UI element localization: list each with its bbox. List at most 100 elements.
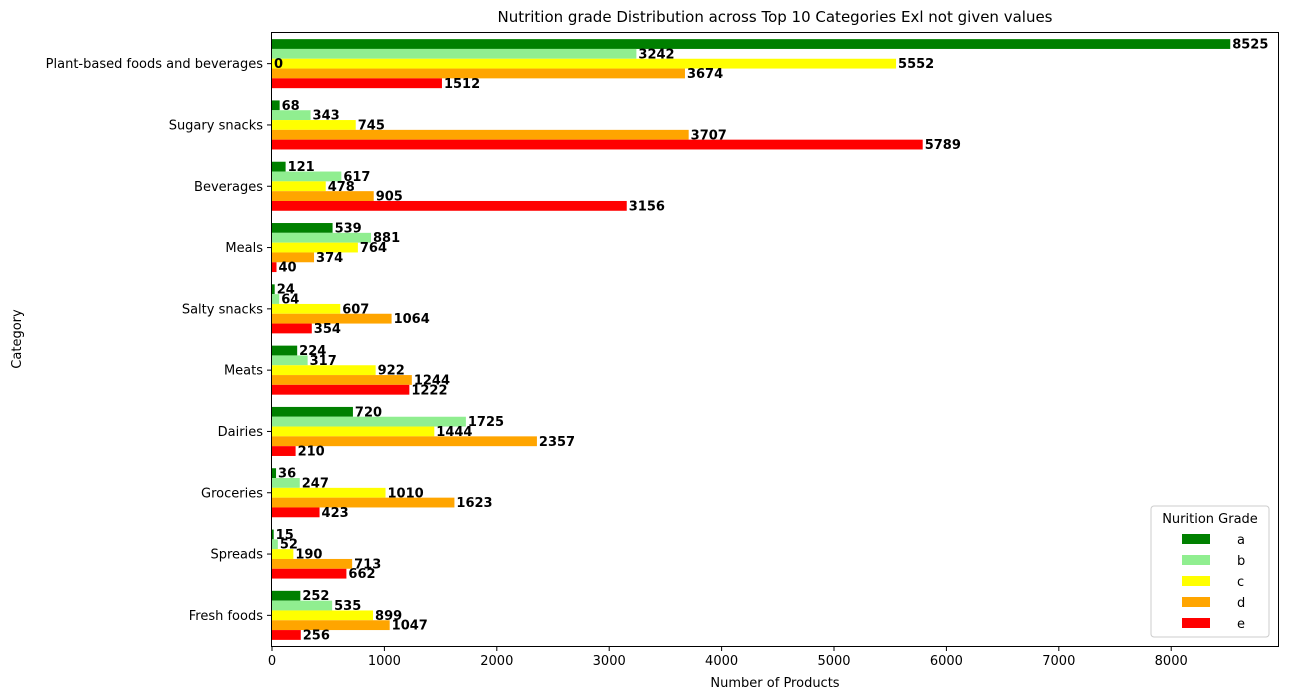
data-label-plant-based-foods-and-beverages-b: 3242 bbox=[638, 47, 674, 62]
data-label-fresh-foods-b: 535 bbox=[334, 599, 361, 614]
bar-sugary-snacks-b bbox=[272, 110, 311, 121]
y-axis-ticks: Plant-based foods and beverages Sugary sn… bbox=[46, 57, 272, 624]
bar-plant-based-foods-and-beverages-a bbox=[272, 39, 1231, 49]
bar-dairies-c bbox=[272, 426, 435, 437]
bar-meats-b bbox=[272, 355, 308, 366]
data-label-spreads-e: 662 bbox=[348, 567, 375, 582]
data-label-fresh-foods-a: 252 bbox=[302, 589, 329, 604]
data-label-spreads-a: 15 bbox=[276, 528, 294, 543]
x-tick-label-7000: 7000 bbox=[1042, 654, 1075, 669]
data-label-salty-snacks-a: 24 bbox=[277, 283, 295, 298]
bar-fresh-foods-b bbox=[272, 600, 333, 611]
data-label-beverages-c: 478 bbox=[328, 180, 355, 195]
bar-plant-based-foods-and-beverages-e bbox=[272, 78, 442, 89]
bars-group: 8525 3242 5552 3674 1512 68 343 745 3707 5789 121 6… bbox=[272, 38, 1268, 643]
bar-spreads-b bbox=[272, 539, 278, 550]
data-label-sugary-snacks-a: 68 bbox=[282, 99, 300, 114]
chart-title: Nutrition grade Distribution across Top … bbox=[497, 8, 1052, 26]
x-tick-label-5000: 5000 bbox=[817, 654, 850, 669]
legend-swatch-c bbox=[1182, 576, 1210, 586]
legend-label-d: d bbox=[1237, 596, 1245, 611]
bar-salty-snacks-e bbox=[272, 323, 312, 334]
data-label-meats-a: 224 bbox=[299, 344, 326, 359]
data-label-meals-e: 40 bbox=[278, 261, 296, 276]
y-tick-label-meals: Meals bbox=[225, 241, 263, 256]
legend-swatch-b bbox=[1182, 555, 1210, 565]
bar-spreads-e bbox=[272, 568, 347, 579]
bar-meats-a bbox=[272, 345, 298, 356]
data-label-groceries-b: 247 bbox=[302, 476, 329, 491]
y-tick-label-spreads: Spreads bbox=[210, 548, 263, 563]
bar-meals-a bbox=[272, 223, 333, 233]
data-label-salty-snacks-d: 1064 bbox=[394, 312, 430, 327]
bar-dairies-b bbox=[272, 416, 466, 427]
data-label-meats-d: 1244 bbox=[414, 373, 450, 388]
bar-plant-based-foods-and-beverages-b bbox=[272, 48, 637, 59]
legend-label-c: c bbox=[1237, 575, 1244, 590]
data-label-plant-based-foods-and-beverages-e: 1512 bbox=[444, 77, 480, 92]
bar-beverages-a bbox=[272, 161, 286, 172]
bar-meats-e bbox=[272, 384, 410, 395]
y-tick-label-beverages: Beverages bbox=[194, 180, 263, 195]
bar-spreads-a bbox=[272, 529, 274, 540]
bar-beverages-d bbox=[272, 191, 374, 201]
bar-dairies-d bbox=[272, 436, 537, 447]
data-label-sugary-snacks-b: 343 bbox=[313, 109, 340, 124]
bar-groceries-e bbox=[272, 507, 320, 518]
bar-sugary-snacks-e bbox=[272, 139, 923, 150]
data-label-dairies-c: 1444 bbox=[436, 425, 472, 440]
data-label-meats-c: 922 bbox=[378, 364, 405, 379]
bar-meats-c bbox=[272, 365, 376, 376]
bar-groceries-c bbox=[272, 487, 386, 498]
data-label-meats-b: 317 bbox=[310, 354, 337, 369]
data-label-plant-based-foods-and-beverages-c: 5552 bbox=[898, 57, 934, 72]
bar-meals-c bbox=[272, 242, 358, 253]
bar-salty-snacks-a bbox=[272, 284, 275, 295]
legend-box bbox=[1150, 505, 1270, 638]
data-label-salty-snacks-e: 354 bbox=[314, 322, 341, 337]
legend-title: Nurition Grade bbox=[1162, 512, 1258, 527]
data-label-meals-c: 764 bbox=[360, 241, 387, 256]
bar-meats-d bbox=[272, 375, 412, 385]
bar-plant-based-foods-and-beverages-d bbox=[272, 68, 685, 79]
x-axis-ticks: 0 1000 2000 3000 4000 5000 6000 7000 8000 bbox=[268, 646, 1188, 669]
x-axis-label: Number of Products bbox=[710, 676, 839, 691]
bar-spreads-d bbox=[272, 558, 353, 569]
legend-swatch-e bbox=[1182, 618, 1210, 628]
bar-meals-b bbox=[272, 232, 372, 243]
legend-label-b: b bbox=[1237, 554, 1245, 569]
data-label-sugary-snacks-e: 5789 bbox=[925, 138, 961, 153]
bar-groceries-a bbox=[272, 468, 277, 479]
data-label-plant-based-foods-and-beverages-a: 8525 bbox=[1232, 38, 1268, 53]
plot-frame bbox=[271, 32, 1279, 647]
legend-label-e: e bbox=[1237, 617, 1245, 632]
data-label-beverages-d: 905 bbox=[376, 190, 403, 205]
bar-salty-snacks-c bbox=[272, 303, 341, 314]
bar-salty-snacks-d bbox=[272, 313, 392, 324]
data-label-groceries-e: 423 bbox=[322, 506, 349, 521]
data-label-beverages-a: 121 bbox=[288, 160, 315, 175]
bar-fresh-foods-c bbox=[272, 610, 374, 621]
bar-sugary-snacks-c bbox=[272, 120, 356, 130]
x-tick-label-1000: 1000 bbox=[368, 654, 401, 669]
data-label-meals-a: 539 bbox=[335, 221, 362, 236]
bar-groceries-b bbox=[272, 478, 300, 488]
data-label-fresh-foods-c: 899 bbox=[375, 609, 402, 624]
data-label-dairies-a: 720 bbox=[355, 405, 382, 420]
data-label-sugary-snacks-d: 3707 bbox=[691, 128, 727, 143]
legend-swatch-d bbox=[1182, 597, 1210, 607]
data-label-dairies-b: 1725 bbox=[468, 415, 504, 430]
data-label-meats-e: 1222 bbox=[411, 383, 447, 398]
annotation-label-0: 0 bbox=[274, 57, 283, 72]
x-tick-label-4000: 4000 bbox=[705, 654, 738, 669]
y-tick-label-dairies: Dairies bbox=[218, 425, 264, 440]
bar-fresh-foods-e bbox=[272, 630, 301, 640]
x-tick-label-8000: 8000 bbox=[1155, 654, 1188, 669]
legend-label-a: a bbox=[1237, 533, 1245, 548]
bar-fresh-foods-a bbox=[272, 590, 301, 601]
bar-dairies-e bbox=[272, 446, 296, 456]
data-label-beverages-e: 3156 bbox=[629, 199, 665, 214]
bar-beverages-e bbox=[272, 200, 627, 211]
